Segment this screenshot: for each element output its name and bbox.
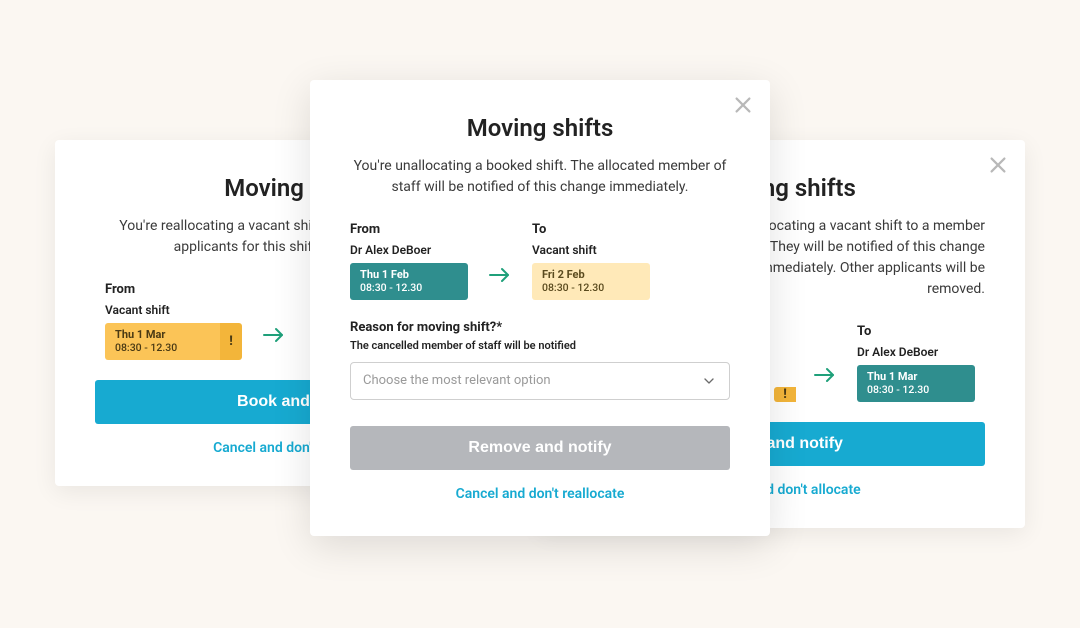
reason-label: Reason for moving shift?* [350, 320, 730, 335]
reason-placeholder: Choose the most relevant option [363, 373, 551, 388]
from-label: From [350, 222, 468, 237]
from-who: Vacant shift [105, 303, 242, 317]
arrow-right-icon [262, 327, 286, 343]
cancel-link[interactable]: Cancel and don't reallocate [350, 486, 730, 502]
to-label: To [532, 222, 650, 237]
to-column: To Dr Alex DeBoer Thu 1 Mar 08:30 - 12.3… [857, 324, 975, 402]
modal-unallocate-booked: Moving shifts You're unallocating a book… [310, 80, 770, 536]
from-date: Thu 1 Feb [360, 269, 456, 282]
from-time: 08:30 - 12.30 [115, 342, 211, 354]
to-time: 08:30 - 12.30 [542, 282, 638, 294]
to-label: To [857, 324, 975, 339]
from-label: From [105, 282, 242, 297]
to-shift-chip: Fri 2 Feb 08:30 - 12.30 [532, 263, 650, 300]
from-time: 08:30 - 12.30 [360, 282, 456, 294]
from-shift-chip: Thu 1 Mar 08:30 - 12.30 [105, 323, 223, 360]
warning-icon: ! [774, 387, 796, 402]
close-icon[interactable] [987, 154, 1009, 176]
from-shift-chip: Thu 1 Feb 08:30 - 12.30 [350, 263, 468, 300]
close-icon[interactable] [732, 94, 754, 116]
modal-subtitle: You're unallocating a booked shift. The … [350, 156, 730, 198]
reason-hint: The cancelled member of staff will be no… [350, 339, 730, 352]
warning-icon: ! [220, 323, 242, 360]
to-time: 08:30 - 12.30 [867, 384, 963, 396]
to-date: Thu 1 Mar [867, 371, 963, 384]
modal-title: Moving shifts [350, 114, 730, 142]
arrow-right-icon [488, 267, 512, 283]
to-who: Vacant shift [532, 243, 650, 257]
to-column: To Vacant shift Fri 2 Feb 08:30 - 12.30 [532, 222, 650, 300]
from-column-partial: ! [774, 387, 793, 402]
reason-select[interactable]: Choose the most relevant option [350, 362, 730, 400]
to-who: Dr Alex DeBoer [857, 345, 975, 359]
remove-and-notify-button[interactable]: Remove and notify [350, 426, 730, 470]
to-shift-chip: Thu 1 Mar 08:30 - 12.30 [857, 365, 975, 402]
from-who: Dr Alex DeBoer [350, 243, 468, 257]
arrow-right-icon [813, 367, 837, 383]
from-column: From Dr Alex DeBoer Thu 1 Feb 08:30 - 12… [350, 222, 468, 300]
from-date: Thu 1 Mar [115, 329, 211, 342]
from-to-row: From Dr Alex DeBoer Thu 1 Feb 08:30 - 12… [350, 222, 730, 300]
to-date: Fri 2 Feb [542, 269, 638, 282]
from-column: From Vacant shift Thu 1 Mar 08:30 - 12.3… [105, 282, 242, 360]
chevron-down-icon [701, 373, 717, 389]
